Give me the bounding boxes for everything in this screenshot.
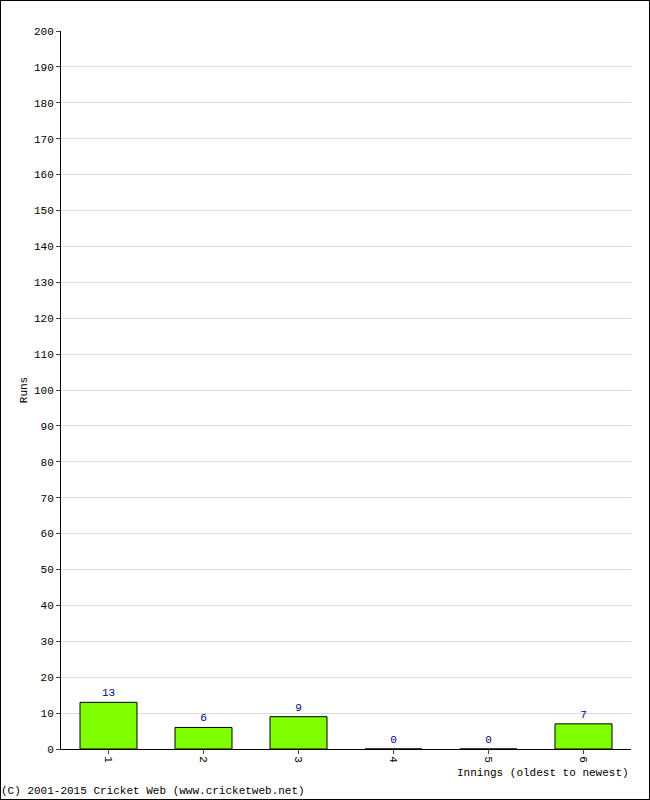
svg-text:0: 0 <box>390 734 397 746</box>
svg-text:40: 40 <box>41 600 54 612</box>
svg-text:50: 50 <box>41 564 54 576</box>
svg-text:4: 4 <box>387 756 399 763</box>
svg-text:90: 90 <box>41 421 54 433</box>
svg-text:6: 6 <box>200 712 207 724</box>
svg-text:0: 0 <box>47 744 54 756</box>
svg-text:60: 60 <box>41 528 54 540</box>
svg-text:5: 5 <box>482 756 494 763</box>
svg-text:7: 7 <box>580 709 587 721</box>
svg-text:70: 70 <box>41 493 54 505</box>
svg-text:6: 6 <box>577 756 589 763</box>
svg-text:1: 1 <box>102 756 114 763</box>
svg-text:110: 110 <box>34 349 54 361</box>
svg-text:(C) 2001-2015 Cricket Web (www: (C) 2001-2015 Cricket Web (www.cricketwe… <box>1 785 305 797</box>
svg-text:150: 150 <box>34 205 54 217</box>
svg-text:100: 100 <box>34 385 54 397</box>
svg-text:170: 170 <box>34 134 54 146</box>
svg-text:Runs: Runs <box>18 377 30 403</box>
svg-text:120: 120 <box>34 313 54 325</box>
svg-text:3: 3 <box>292 756 304 763</box>
svg-text:20: 20 <box>41 672 54 684</box>
svg-text:190: 190 <box>34 62 54 74</box>
svg-text:200: 200 <box>34 26 54 38</box>
svg-text:9: 9 <box>295 702 302 714</box>
svg-text:30: 30 <box>41 636 54 648</box>
svg-text:140: 140 <box>34 241 54 253</box>
svg-text:13: 13 <box>102 687 115 699</box>
svg-text:160: 160 <box>34 169 54 181</box>
svg-text:180: 180 <box>34 98 54 110</box>
svg-text:0: 0 <box>485 734 492 746</box>
svg-text:Innings (oldest to newest): Innings (oldest to newest) <box>457 767 629 779</box>
svg-text:10: 10 <box>41 708 54 720</box>
svg-text:2: 2 <box>197 756 209 763</box>
svg-text:80: 80 <box>41 457 54 469</box>
svg-text:130: 130 <box>34 277 54 289</box>
